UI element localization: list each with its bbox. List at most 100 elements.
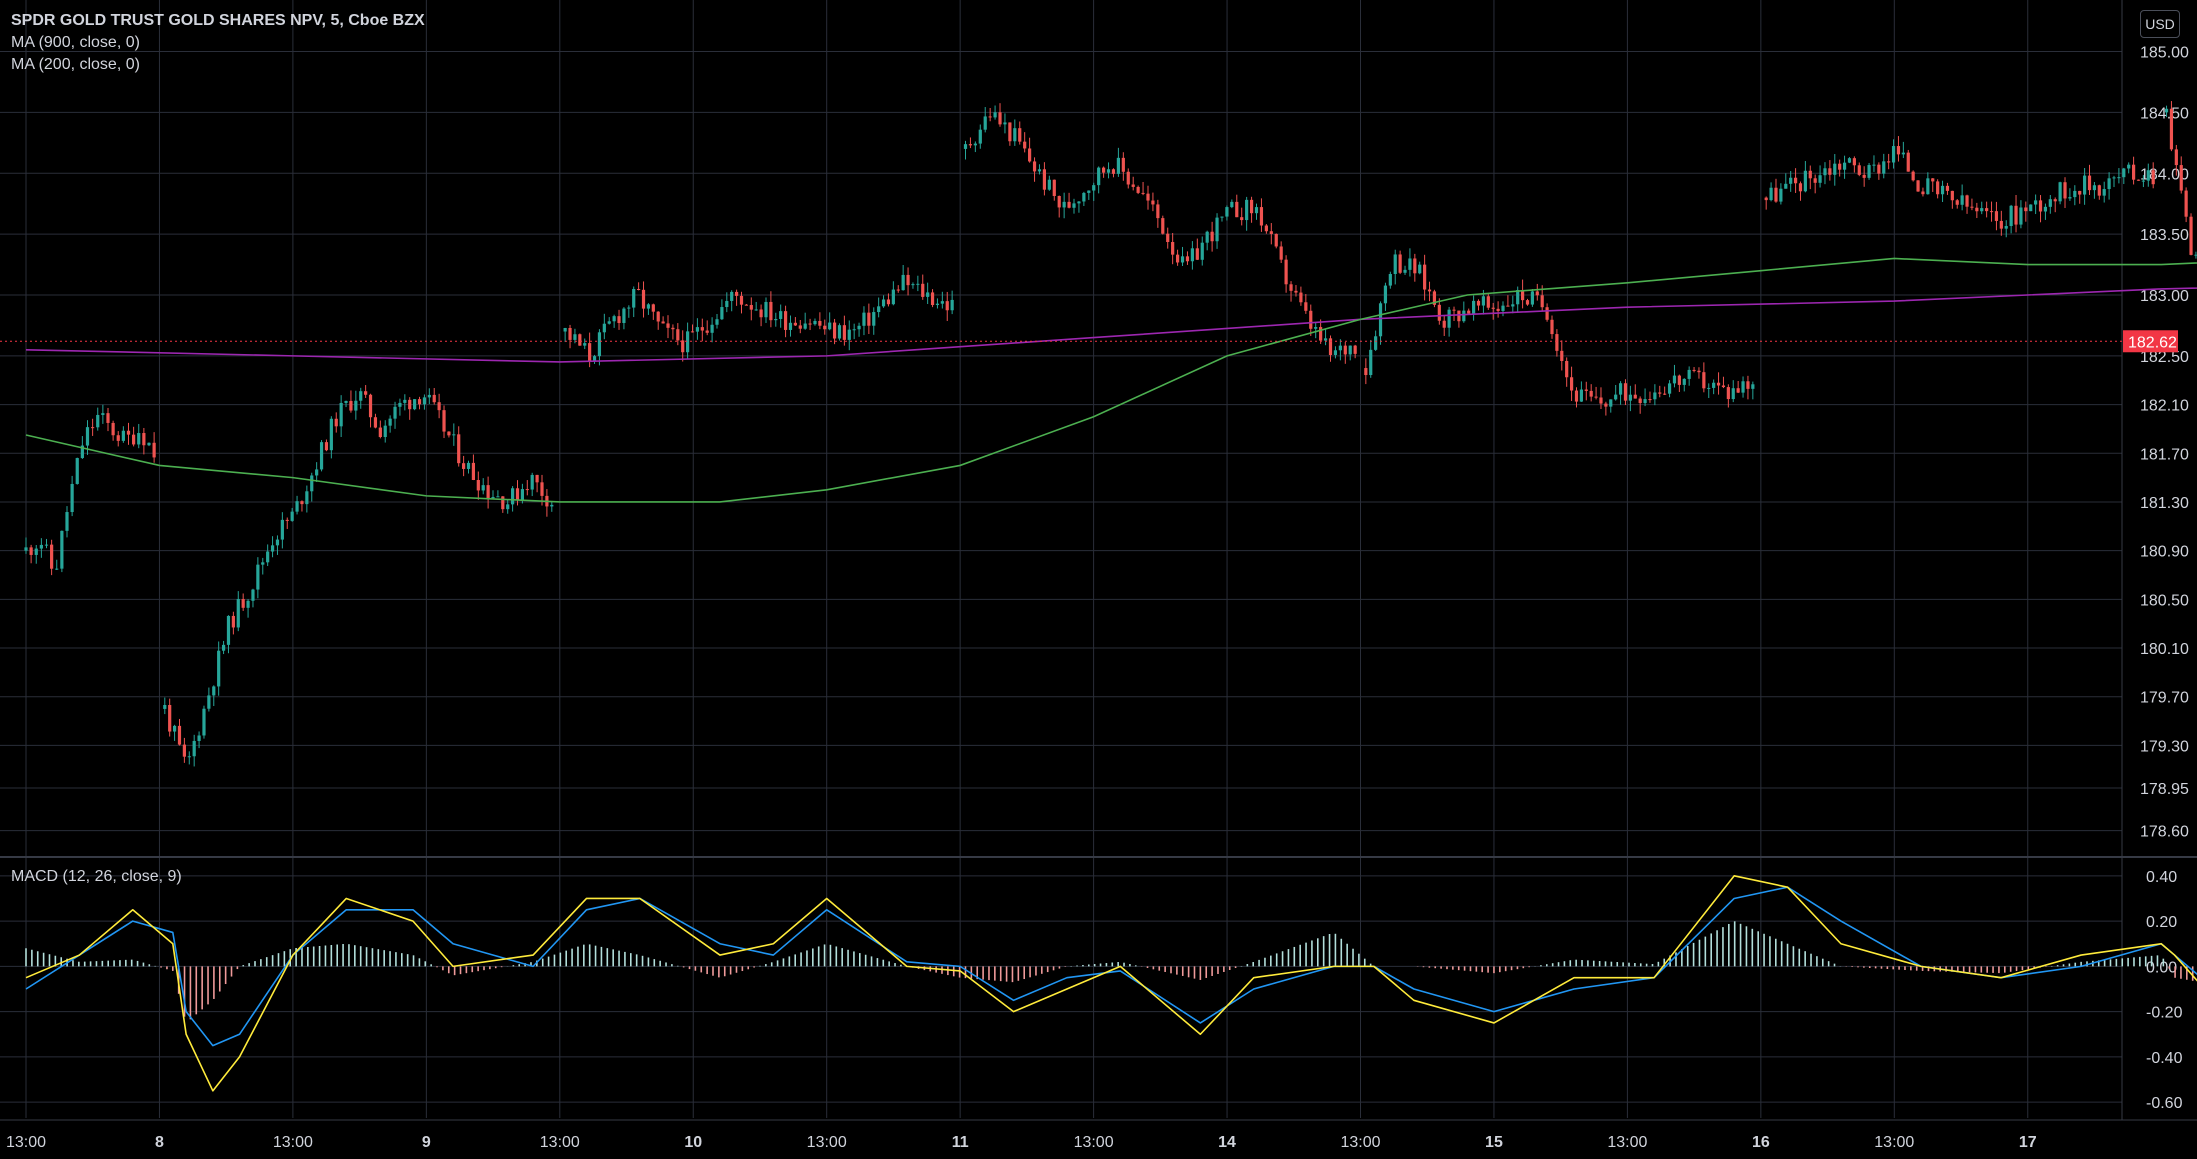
candle-body: [1067, 201, 1071, 208]
ma200-legend[interactable]: MA (200, close, 0): [11, 56, 140, 73]
candle-body: [1594, 396, 1598, 398]
candle-body: [588, 343, 592, 361]
candle-body: [111, 422, 115, 436]
candle-body: [1540, 295, 1544, 308]
candle-body: [1418, 264, 1422, 274]
candle-body: [24, 547, 28, 551]
candle-body: [1663, 393, 1667, 395]
candle-body: [1333, 350, 1338, 355]
candle-body: [857, 325, 861, 330]
candle-body: [1823, 168, 1827, 176]
candle-body: [2169, 108, 2174, 150]
macd-legend[interactable]: MACD (12, 26, close, 9): [11, 868, 182, 885]
candle-body: [1609, 399, 1613, 407]
candle-body: [1423, 264, 1427, 290]
candle-body: [803, 323, 807, 329]
candle-body: [1210, 231, 1214, 242]
candle-body: [1052, 179, 1056, 196]
macd-axis-label: -0.20: [2146, 1005, 2183, 1022]
candle-body: [1950, 190, 1954, 201]
candle-body: [1614, 394, 1618, 400]
currency-badge[interactable]: USD: [2140, 10, 2180, 38]
candle-body: [1097, 167, 1101, 186]
candle-body: [364, 391, 368, 395]
candle-body: [1579, 389, 1583, 402]
candle-body: [398, 402, 402, 407]
candle-body: [1726, 387, 1730, 400]
candle-body: [930, 292, 935, 306]
candle-body: [1746, 381, 1750, 389]
x-tick-label: 8: [155, 1134, 164, 1151]
candle-body: [578, 334, 582, 346]
candle-body: [491, 496, 495, 499]
candle-body: [1269, 231, 1273, 234]
candle-body: [779, 311, 783, 319]
candle-body: [1658, 392, 1662, 394]
candle-body: [1037, 169, 1042, 172]
ma900-legend[interactable]: MA (900, close, 0): [11, 34, 140, 51]
candle-body: [813, 320, 817, 325]
candle-body: [1769, 187, 1773, 201]
candle-body: [1467, 310, 1471, 314]
candle-body: [432, 394, 436, 403]
candle-body: [1240, 217, 1244, 221]
candle-body: [926, 292, 930, 297]
candle-body: [2043, 206, 2048, 212]
last-price-tag: [2123, 330, 2178, 353]
candle-body: [1955, 200, 1959, 205]
candle-body: [1793, 177, 1798, 184]
candle-body: [983, 116, 987, 130]
candle-body: [1279, 246, 1283, 260]
candle-body: [1862, 174, 1866, 178]
candle-body: [1574, 390, 1579, 402]
candle-body: [2122, 168, 2126, 178]
candle-body: [1741, 381, 1745, 393]
candle-body: [852, 329, 856, 331]
candle-body: [695, 327, 700, 332]
candle-body: [2097, 185, 2101, 196]
candle-body: [466, 462, 471, 469]
candle-body: [739, 295, 744, 305]
candle-body: [256, 564, 260, 590]
candle-body: [319, 442, 324, 470]
symbol-title[interactable]: SPDR GOLD TRUST GOLD SHARES NPV, 5, Cboe…: [11, 12, 425, 29]
x-tick-label: 13:00: [1607, 1134, 1647, 1151]
candle-body: [310, 475, 314, 492]
candle-body: [197, 735, 201, 741]
candle-body: [988, 116, 992, 118]
candle-body: [1003, 122, 1007, 125]
candle-body: [2083, 175, 2087, 195]
candle-body: [1926, 178, 1930, 195]
candle-body: [403, 399, 407, 403]
candle-body: [1476, 300, 1481, 306]
last-price-value: 182.62: [2128, 334, 2177, 351]
candle-body: [1314, 327, 1318, 329]
candle-body: [1653, 392, 1657, 400]
candle-body: [1013, 128, 1017, 142]
macd-axis-label: -0.60: [2146, 1095, 2183, 1112]
candle-body: [1842, 162, 1847, 170]
candle-body: [1171, 242, 1175, 255]
candle-body: [1195, 248, 1199, 260]
candle-body: [75, 458, 79, 484]
candle-body: [1975, 207, 1979, 212]
candle-body: [496, 496, 500, 498]
candle-body: [1141, 192, 1145, 194]
candle-body: [666, 323, 670, 328]
x-tick-label: 13:00: [1340, 1134, 1380, 1151]
x-tick-label: 13:00: [273, 1134, 313, 1151]
candle-body: [39, 544, 43, 549]
candle-body: [847, 329, 851, 340]
candle-body: [2048, 199, 2052, 207]
candle-body: [2087, 175, 2092, 191]
candle-body: [725, 300, 729, 308]
candle-body: [730, 291, 734, 301]
candle-body: [837, 325, 842, 339]
candle-body: [1023, 141, 1027, 149]
candle-body: [1989, 211, 1994, 213]
candle-body: [1628, 394, 1632, 401]
candle-body: [1185, 256, 1190, 262]
candle-body: [2112, 177, 2116, 179]
x-tick-label: 11: [952, 1134, 969, 1151]
